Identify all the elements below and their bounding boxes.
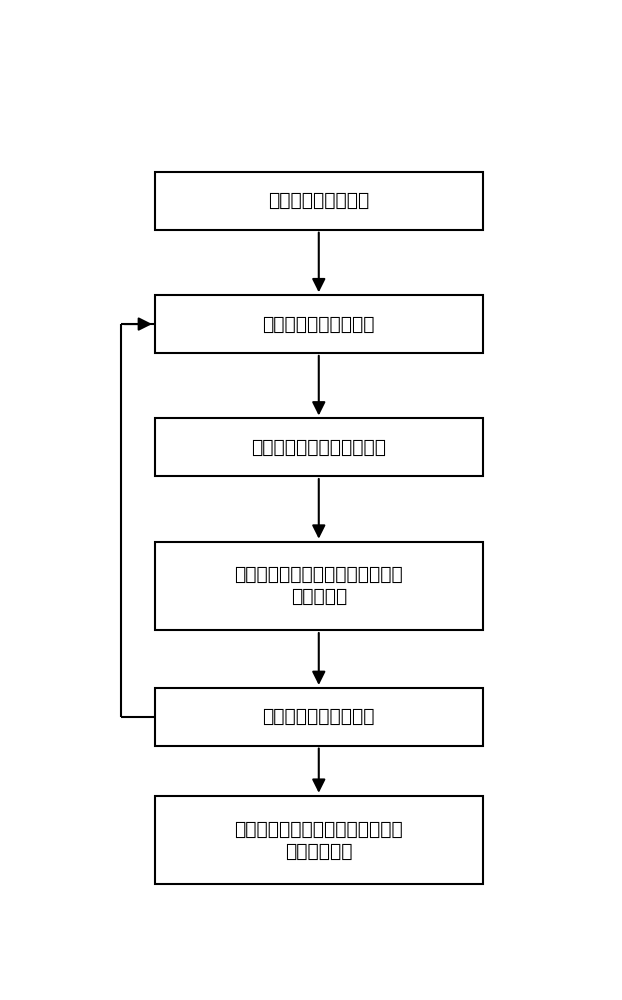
Text: 正常工艺进行巷道掘进: 正常工艺进行巷道掘进	[262, 315, 375, 334]
Text: 得出连续的岩层质量评价，提供合
适的支护方法: 得出连续的岩层质量评价，提供合 适的支护方法	[234, 819, 403, 860]
FancyBboxPatch shape	[155, 418, 483, 476]
FancyBboxPatch shape	[155, 295, 483, 353]
FancyBboxPatch shape	[155, 172, 483, 230]
Text: 确定岩层的成层参数: 确定岩层的成层参数	[268, 191, 369, 210]
FancyBboxPatch shape	[155, 796, 483, 884]
FancyBboxPatch shape	[155, 688, 483, 746]
FancyBboxPatch shape	[155, 542, 483, 630]
Text: 收集钻进参数变化的数据，进行岩
层质量评价: 收集钻进参数变化的数据，进行岩 层质量评价	[234, 565, 403, 606]
Text: 使用探测钻机进行钻孔工作: 使用探测钻机进行钻孔工作	[251, 438, 386, 457]
Text: 利用正常工艺进行支护: 利用正常工艺进行支护	[262, 707, 375, 726]
